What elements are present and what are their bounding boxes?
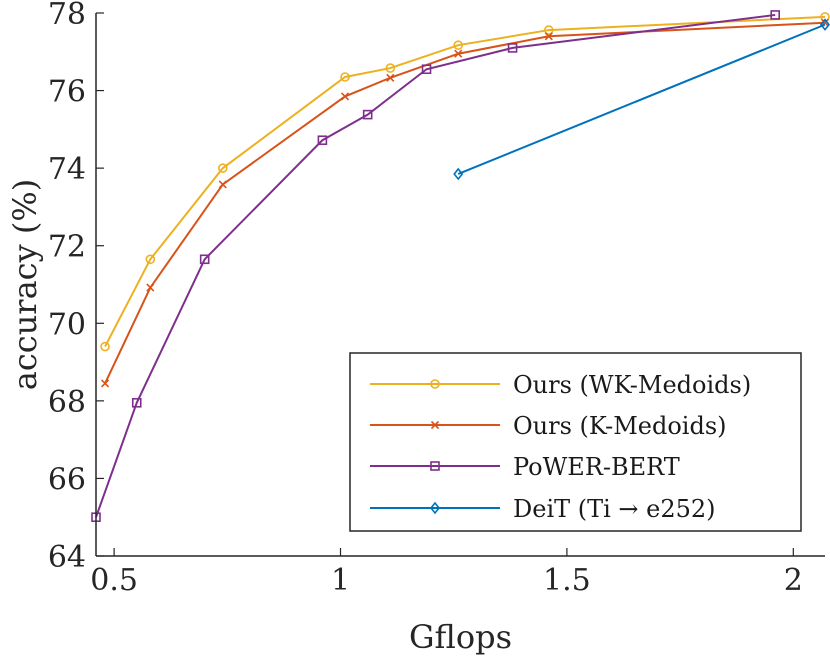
x-axis-title: Gflops [409,618,512,656]
y-tick-label: 74 [48,152,86,187]
x-tick-label: 0.5 [90,563,138,598]
data-point [454,49,463,58]
series-3 [453,18,830,181]
data-point [131,397,142,408]
data-point [453,40,464,50]
data-point [507,43,518,53]
data-point [317,135,328,146]
y-tick-label: 64 [48,540,86,575]
legend-label: DeiT (Ti → e252) [513,495,716,523]
legend: Ours (WK-Medoids) Ours (K-Medoids) PoWER-B… [349,352,802,532]
series-line [104,15,826,348]
data-point [100,379,110,388]
data-point [819,18,830,31]
plot-area [91,10,830,523]
legend-entry: Ours (K-Medoids) [370,412,727,440]
legend-label: Ours (K-Medoids) [513,412,727,440]
data-point [218,180,227,189]
ticks: 0.5 1 1.5 2 64 66 68 70 72 74 76 78 [48,0,803,598]
y-tick-label: 66 [48,462,86,497]
series-line [104,21,826,384]
data-point [543,25,554,35]
legend-entry: PoWER-BERT [370,453,680,481]
legend-marker [430,461,440,471]
legend-label: Ours (WK-Medoids) [513,371,751,399]
axes [95,13,825,557]
y-tick-label: 76 [48,75,86,110]
data-point [340,72,350,82]
legend-entry: Ours (WK-Medoids) [370,371,751,399]
data-point [217,163,228,173]
x-tick-label: 1 [331,563,350,598]
data-point [421,64,432,75]
data-point [199,254,210,265]
series-0 [100,12,830,352]
data-point [340,92,350,101]
y-tick-label: 72 [48,230,86,265]
series-line [457,23,826,175]
x-tick-label: 1.5 [543,563,591,598]
x-tick-label: 2 [784,563,803,598]
data-point [385,63,396,73]
data-point [100,341,110,352]
y-tick-label: 70 [48,307,86,342]
legend-marker [429,501,441,515]
legend-label: PoWER-BERT [513,453,680,481]
data-point [362,109,373,120]
legend-entry: DeiT (Ti → e252) [370,495,716,523]
series-1 [100,18,830,388]
data-point [453,167,464,181]
legend-marker [430,379,440,389]
series-line [95,13,776,518]
data-point [146,283,155,292]
legend-box [349,352,802,532]
data-point [145,254,156,265]
data-point [544,32,553,41]
legend-marker [430,420,440,430]
y-tick-label: 78 [48,0,86,32]
y-axis-title: accuracy (%) [6,179,44,390]
data-point [770,10,780,20]
y-tick-label: 68 [48,385,86,420]
data-point [386,73,395,82]
